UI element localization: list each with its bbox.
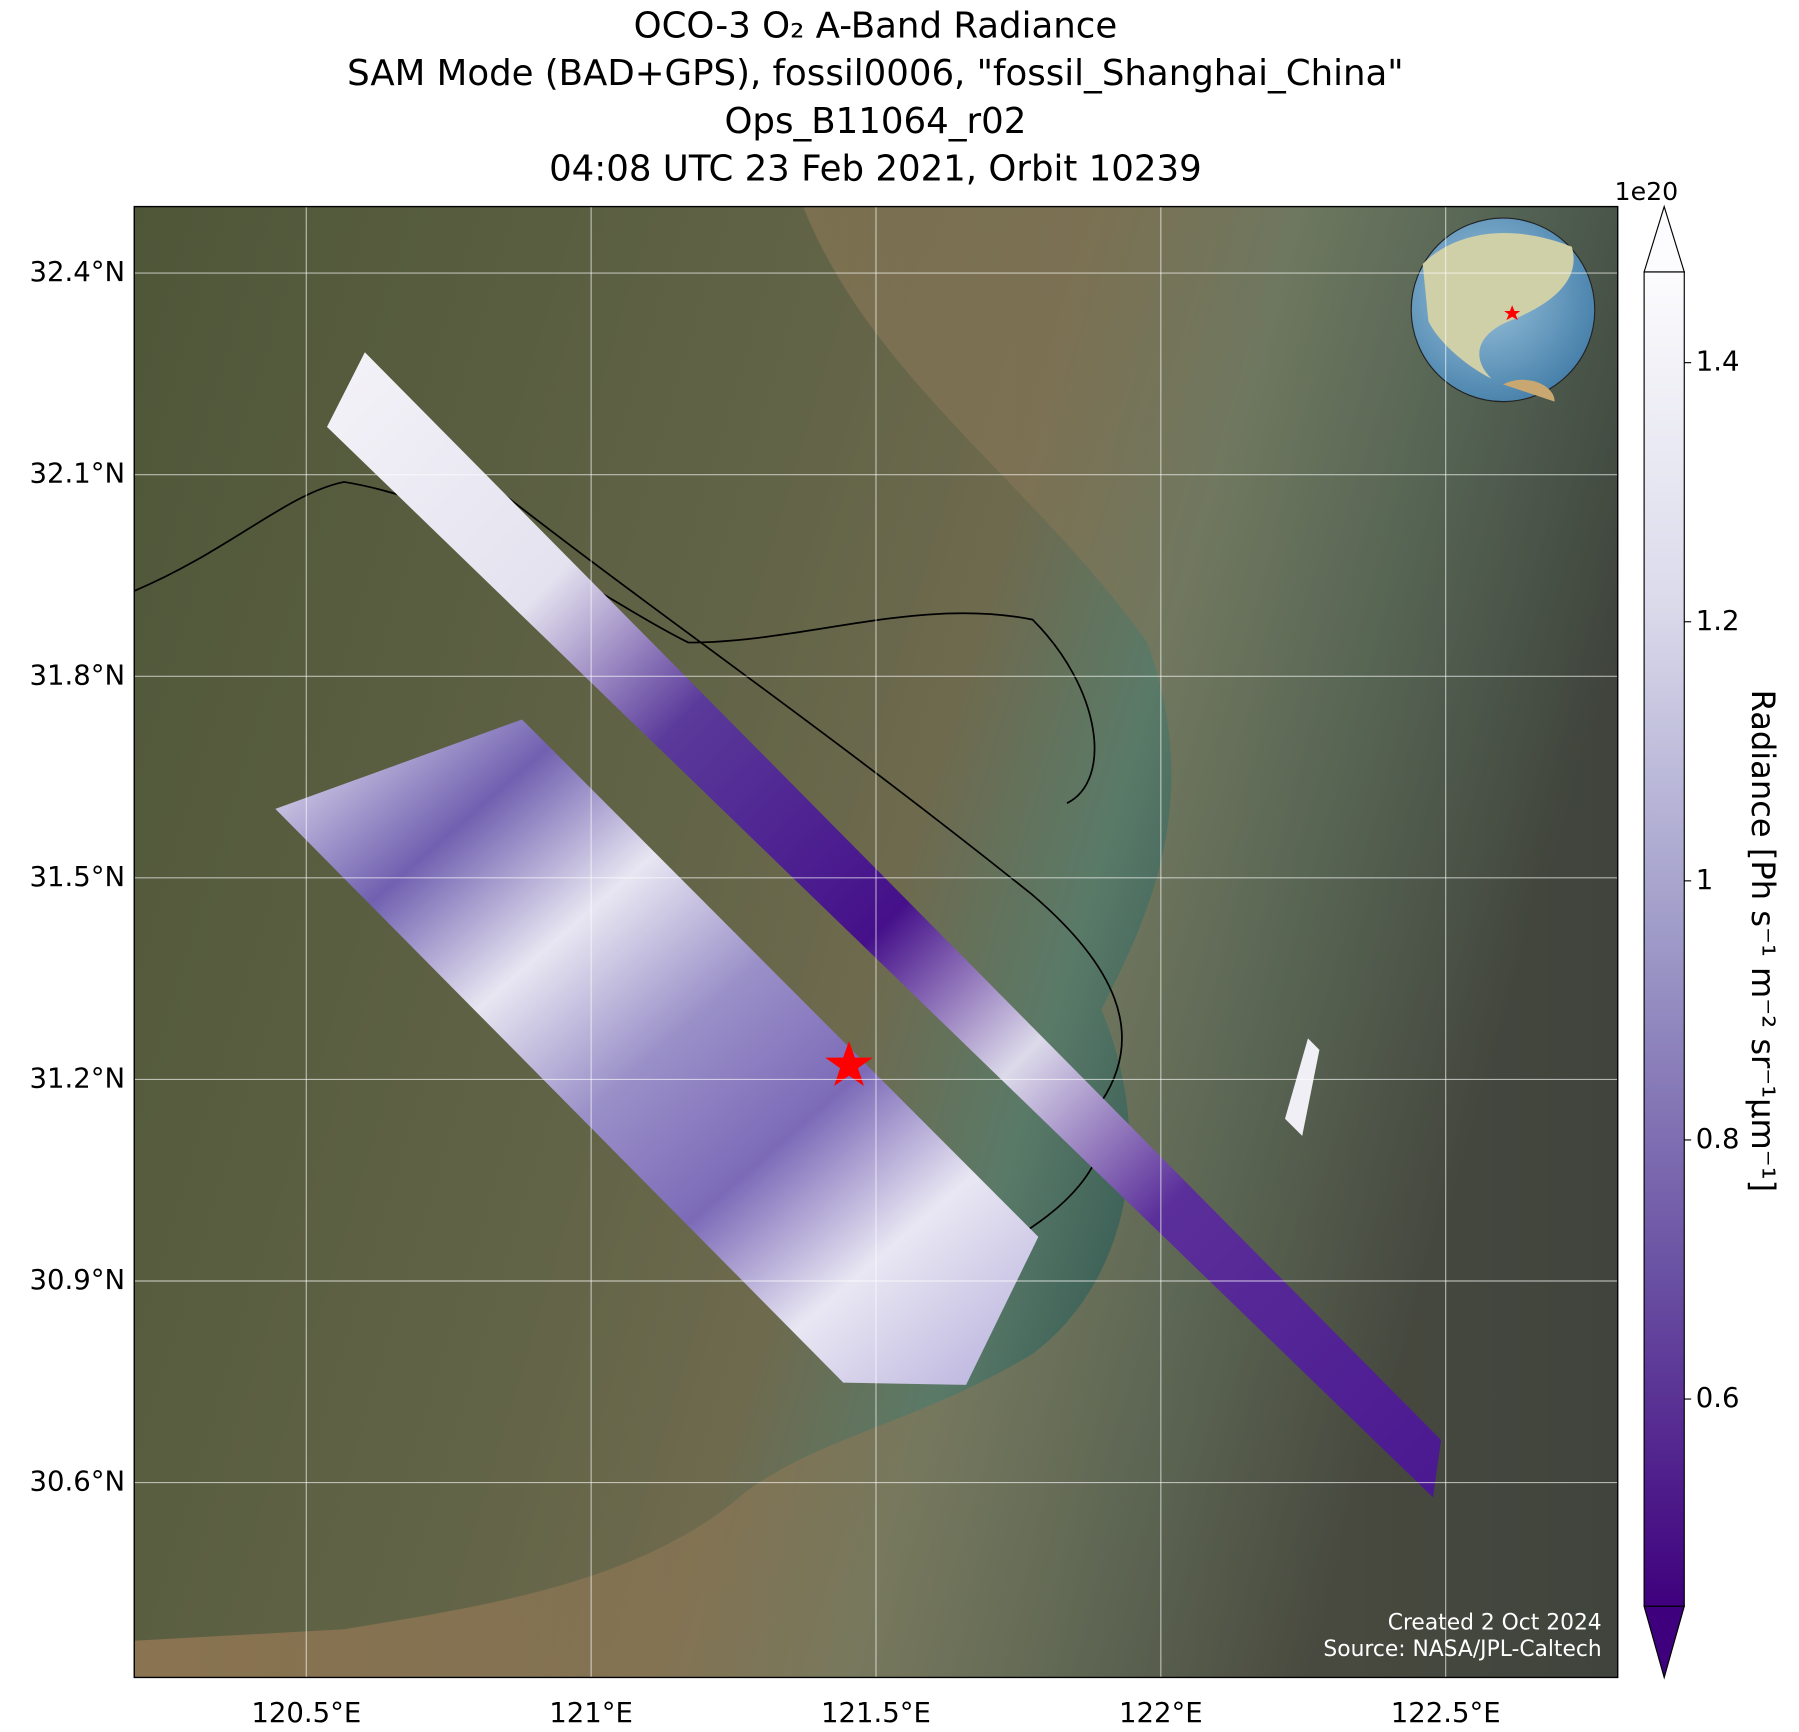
swath (1285, 1038, 1320, 1136)
map-frame (133, 205, 1619, 1679)
x-tick-label: 121°E (549, 1697, 633, 1728)
title-line: SAM Mode (BAD+GPS), fossil0006, "fossil_… (347, 53, 1404, 94)
inset-globe (1410, 217, 1596, 403)
title-line: 04:08 UTC 23 Feb 2021, Orbit 10239 (549, 148, 1202, 189)
y-tick-label: 30.9°N (29, 1264, 125, 1296)
colorbar-label: Radiance [Ph s⁻¹ m⁻² sr⁻¹μm⁻¹] (1744, 690, 1782, 1193)
y-tick-label: 30.6°N (29, 1466, 125, 1498)
colorbar-tick-label: 0.8 (1696, 1123, 1740, 1155)
colorbar-tick-label: 1 (1696, 864, 1714, 896)
y-tick-label: 31.8°N (29, 659, 125, 691)
credit: Created 2 Oct 2024 (1388, 1611, 1602, 1636)
y-tick-label: 31.2°N (29, 1062, 125, 1094)
title-line: OCO-3 O₂ A-Band Radiance (634, 6, 1118, 47)
y-tick-label: 32.4°N (29, 256, 125, 288)
x-tick-label: 122°E (1119, 1697, 1203, 1728)
credit: Source: NASA/JPL-Caltech (1323, 1637, 1601, 1662)
title-line: Ops_B11064_r02 (724, 101, 1026, 142)
colorbar-tick-label: 1.2 (1696, 605, 1740, 637)
colorbar: 0.6 0.8 1 1.2 1.4 1e20 Radiance [Ph s⁻¹ m⁻² sr… (1615, 177, 1782, 1680)
coastline (134, 481, 1096, 804)
coastline (458, 458, 1123, 1102)
colorbar-body (1643, 271, 1685, 1607)
x-tick-label: 122.5°E (1391, 1697, 1501, 1728)
y-tick-label: 31.5°N (29, 861, 125, 893)
colorbar-extend-top (1643, 204, 1686, 273)
swath (326, 352, 1442, 1498)
globe-star (1504, 305, 1521, 321)
x-tick-label: 120.5°E (251, 1697, 361, 1728)
swath (275, 719, 1039, 1385)
map (134, 206, 1618, 1678)
target-star (825, 1041, 873, 1087)
colorbar-offset: 1e20 (1615, 177, 1679, 206)
colorbar-extend-bottom (1643, 1605, 1686, 1680)
globe-land (1422, 232, 1574, 379)
globe-land (1502, 379, 1555, 402)
colorbar-tick-label: 1.4 (1696, 346, 1740, 378)
colorbar-tick-label: 0.6 (1696, 1382, 1740, 1414)
x-tick-label: 121.5°E (821, 1697, 931, 1728)
y-tick-label: 32.1°N (29, 458, 125, 490)
